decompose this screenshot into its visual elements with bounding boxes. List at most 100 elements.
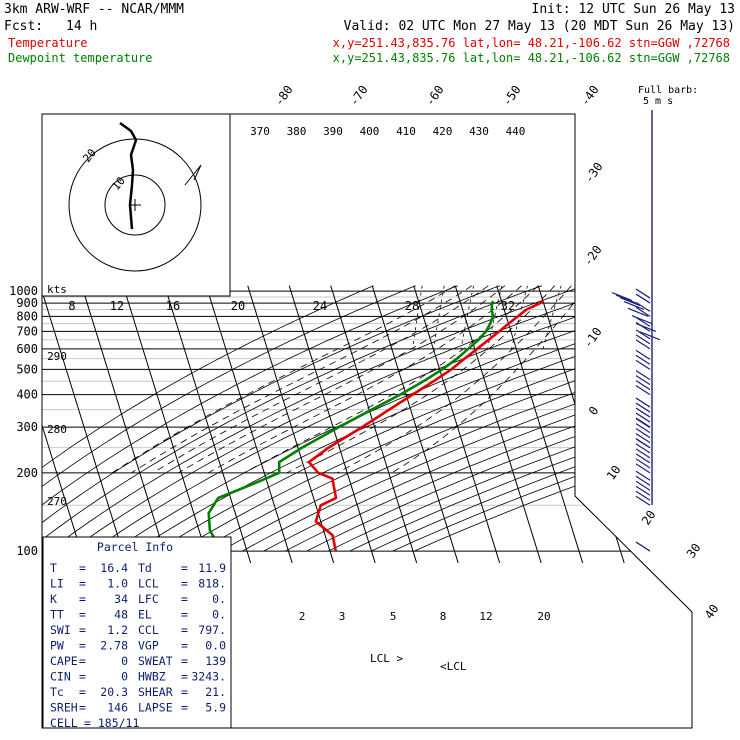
parcel-value: 2.78 <box>100 639 128 653</box>
parcel-key: LFC <box>138 592 159 606</box>
dry-adiabat-line <box>91 285 669 552</box>
isotherm-line <box>81 285 169 564</box>
moist-adiabat-line <box>208 285 522 474</box>
isotherm-label: -60 <box>423 83 447 109</box>
parcel-key: CCL <box>138 623 159 637</box>
parcel-value: 20.3 <box>100 685 128 699</box>
parcel-key: CIN <box>50 670 71 684</box>
wind-barb <box>635 397 651 428</box>
pressure-tick-label: 100 <box>16 544 38 558</box>
wind-barb <box>635 301 651 317</box>
parcel-key: TT <box>50 608 64 622</box>
parcel-key: Tc <box>50 685 64 699</box>
isotherm-label: -20 <box>581 243 605 269</box>
dry-adiabat-line <box>220 285 692 552</box>
parcel-value: 139 <box>205 654 226 668</box>
parcel-value: 1.2 <box>107 623 128 637</box>
theta-label: 400 <box>360 125 380 138</box>
parcel-eq: = <box>79 623 86 637</box>
dry-adiabat-line <box>414 285 692 552</box>
lcl-label-left: LCL > <box>370 652 403 665</box>
valid-time: Valid: 02 UTC Mon 27 May 13 (20 MDT Sun … <box>344 19 735 34</box>
parcel-info-title: Parcel Info <box>97 540 173 554</box>
theta-side-label: 280 <box>47 423 67 436</box>
parcel-eq: = <box>79 639 86 653</box>
parcel-eq: = <box>181 639 188 653</box>
hodograph-trace <box>119 121 138 230</box>
wind-barb-low <box>639 331 661 341</box>
wind-barb <box>635 329 651 350</box>
parcel-key: VGP <box>138 639 159 653</box>
parcel-value: 21. <box>205 685 226 699</box>
theta-e-label: 32 <box>501 299 515 313</box>
parcel-eq: = <box>79 685 86 699</box>
isotherm-label: -80 <box>272 83 296 109</box>
parcel-value: 16.4 <box>100 561 128 575</box>
mixing-ratio-label: 12 <box>479 610 492 623</box>
fcst-label: Fcst: <box>4 19 43 34</box>
dry-adiabat-line <box>48 285 585 552</box>
theta-label: 410 <box>396 125 416 138</box>
dry-adiabat-line <box>42 285 501 552</box>
dry-adiabat-line <box>349 285 692 552</box>
pressure-tick-label: 200 <box>16 466 38 480</box>
theta-label: 420 <box>433 125 453 138</box>
theta-label: 370 <box>250 125 270 138</box>
theta-e-label: 24 <box>313 299 327 313</box>
wind-barb-low <box>611 292 633 302</box>
wind-barb <box>635 438 651 474</box>
dewpoint-line <box>207 300 495 552</box>
isotherm-label: -40 <box>578 83 602 109</box>
legend-info: x,y=251.43,835.76 lat,lon= 48.21,-106.62… <box>333 36 730 50</box>
hodograph <box>41 113 231 297</box>
isotherm-label: 10 <box>604 463 624 483</box>
parcel-value: 0. <box>212 608 226 622</box>
parcel-value: 0.0 <box>205 639 226 653</box>
wind-key-line1: Full barb: <box>638 85 698 96</box>
wind-barb-low <box>623 300 645 311</box>
parcel-value: 797. <box>198 623 226 637</box>
isotherm-label: 0 <box>586 404 602 418</box>
parcel-value: 0. <box>212 592 226 606</box>
isotherm-line <box>164 285 252 564</box>
parcel-eq: = <box>79 608 86 622</box>
parcel-key: CAPE <box>50 654 78 668</box>
parcel-eq: = <box>181 670 188 684</box>
theta-label: 380 <box>287 125 307 138</box>
parcel-key: K <box>50 592 57 606</box>
parcel-key: SHEAR <box>138 685 173 699</box>
mixing-ratio-line <box>542 285 562 349</box>
parcel-info-box: Parcel Info T = 16.4 Td = 11.9 LI = 1.0 LCL = 818. K =… <box>42 536 232 730</box>
isotherm-line <box>496 285 584 564</box>
isotherm-line <box>413 285 501 564</box>
mixing-ratio-label: 3 <box>339 610 346 623</box>
isotherm-line <box>288 285 376 564</box>
mixing-ratio-label: 8 <box>440 610 447 623</box>
parcel-eq: = <box>181 701 188 715</box>
diagram-border <box>41 113 693 729</box>
pressure-tick-label: 1000 <box>9 284 38 298</box>
parcel-key: LI <box>50 577 64 591</box>
pressure-tick-label: 400 <box>16 388 38 402</box>
mixing-ratio-label: 2 <box>299 610 306 623</box>
wind-barb <box>635 541 651 552</box>
parcel-eq: = <box>79 592 86 606</box>
parcel-eq: = <box>79 654 86 668</box>
pressure-tick-label: 900 <box>16 296 38 310</box>
wind-barb-low <box>619 297 641 307</box>
moist-adiabat-line <box>152 285 489 474</box>
parcel-eq: = <box>181 654 188 668</box>
parcel-eq: = <box>181 577 188 591</box>
isotherm-line <box>0 286 2 563</box>
dry-adiabat-line <box>113 285 692 552</box>
parcel-eq: = <box>181 592 188 606</box>
parcel-eq: = <box>181 623 188 637</box>
parcel-value: 0 <box>121 670 128 684</box>
init-time: Init: 12 UTC Sun 26 May 13 <box>532 2 736 17</box>
theta-side-label: 290 <box>47 350 67 363</box>
isotherm-line <box>42 285 86 564</box>
dry-adiabat-line <box>177 285 692 552</box>
mixing-ratio-line <box>460 285 474 349</box>
isotherm-line <box>42 285 127 564</box>
isotherm-label: -10 <box>581 325 605 351</box>
